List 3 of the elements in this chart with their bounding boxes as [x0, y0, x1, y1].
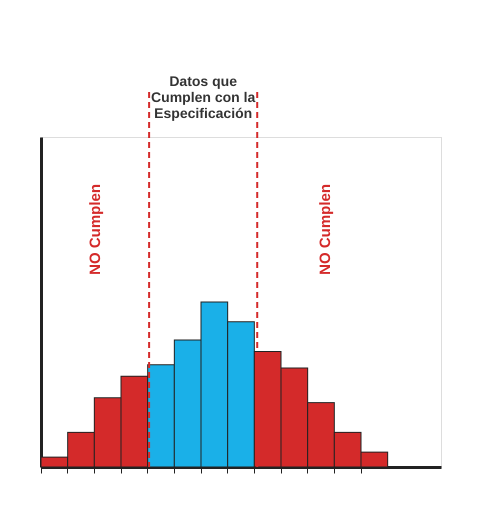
text: NO Cumplen — [316, 184, 334, 275]
text: NO Cumplen — [87, 184, 104, 275]
text: Datos que Cumplen con la Especificación — [151, 73, 256, 121]
